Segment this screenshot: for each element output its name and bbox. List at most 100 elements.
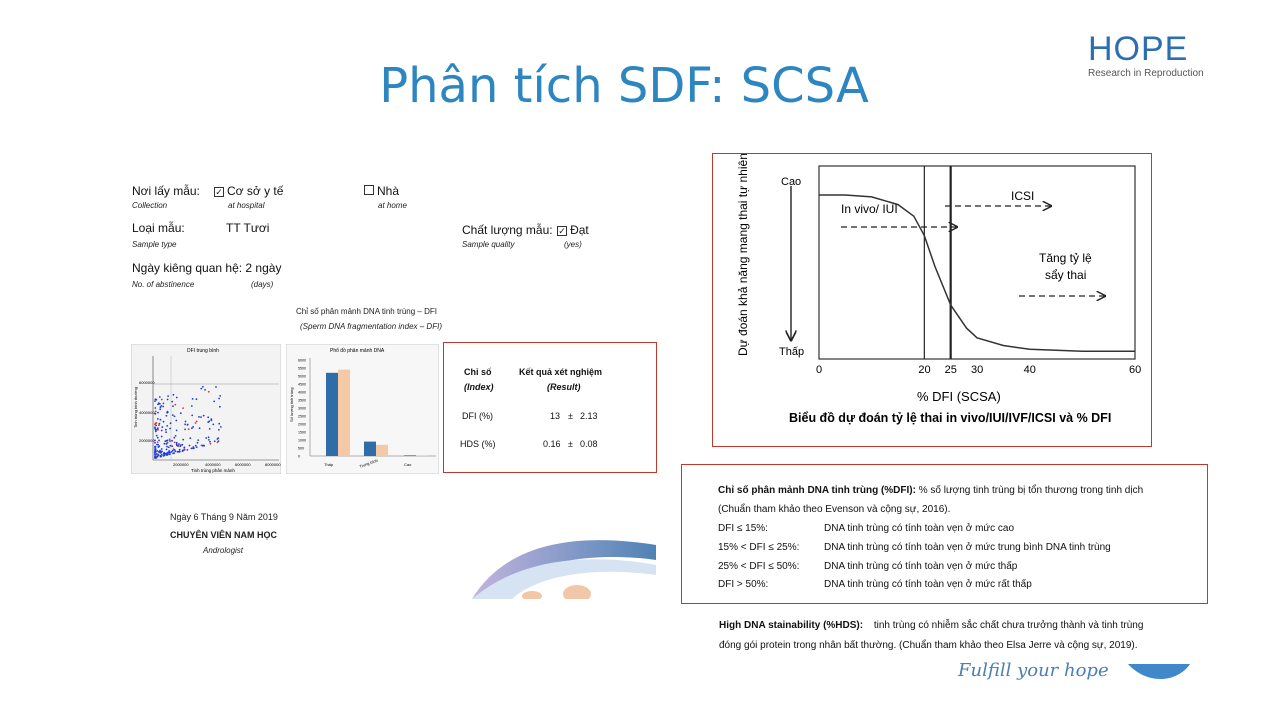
x-tick-labels: 0 20 25 30 40 60 <box>816 364 1141 376</box>
scatter-point <box>156 455 159 458</box>
scatter-point <box>172 393 175 396</box>
scatter-point <box>174 403 177 406</box>
scatter-point <box>182 438 185 441</box>
bar-cat: Cao <box>404 462 412 467</box>
hospital-option: ✓ Cơ sở y tế <box>214 182 283 200</box>
scatter-point <box>194 444 197 447</box>
scatter-point <box>218 397 220 400</box>
scatter-point <box>219 405 221 408</box>
scatter-point <box>169 427 171 430</box>
bar-ytick: 6000 <box>298 359 306 363</box>
hospital-checkbox: ✓ <box>214 187 224 197</box>
scatter-point <box>157 411 159 414</box>
scatter-point <box>156 441 159 443</box>
scatter-point <box>182 407 184 409</box>
scatter-point <box>177 445 180 447</box>
scatter-point <box>154 412 157 415</box>
bar-bg <box>286 344 439 474</box>
scatter-point <box>174 435 177 437</box>
scatter-point <box>170 451 173 453</box>
footer-slogan: Fulfill your hope <box>958 660 1109 681</box>
scatter-xtick: 2000000 <box>173 462 189 467</box>
results-row-pm: ± <box>568 439 573 449</box>
scatter-point <box>172 452 174 455</box>
results-row-value: 13 <box>550 411 561 421</box>
scatter-point <box>191 398 194 400</box>
scatter-point <box>165 443 168 445</box>
scatter-xtick: 6000000 <box>235 462 251 467</box>
results-row-sd: 2.13 <box>580 411 598 421</box>
scatter-point <box>156 436 159 439</box>
scatter-point <box>162 420 165 423</box>
scatter-point <box>173 436 176 439</box>
scatter-point <box>188 444 191 447</box>
scatter-point <box>157 403 159 406</box>
scatter-point <box>168 450 170 452</box>
scatter-point <box>183 446 186 449</box>
scatter-point <box>164 440 167 442</box>
scatter-point <box>191 414 194 417</box>
scatter-point <box>196 441 199 444</box>
scatter-point <box>154 410 157 413</box>
bar-rect <box>376 444 388 456</box>
scatter-point <box>178 443 180 445</box>
bar-rect <box>338 369 350 456</box>
hds-head: High DNA stainability (%HDS): <box>719 620 864 631</box>
scatter-point <box>160 448 163 450</box>
scatter-point <box>201 444 204 447</box>
scatter-point <box>216 441 219 444</box>
dfi-title: Chỉ số phân mảnh DNA tinh trùng – DFI <box>296 307 437 316</box>
logo-word: HOPE <box>1088 30 1189 68</box>
quality-value-en: (yes) <box>564 240 582 249</box>
legend-range: 25% < DFI ≤ 50%: <box>718 561 800 572</box>
prediction-chart-box: Cao Thấp Dự đoán khả năng mang thai tự n… <box>712 134 1152 447</box>
results-row-sd: 0.08 <box>580 439 598 449</box>
scatter-point <box>207 421 210 423</box>
legend-desc: DNA tinh trùng có tính toàn vẹn ở mức rấ… <box>824 579 1032 590</box>
scatter-point <box>165 448 168 451</box>
baby-foot <box>563 585 591 599</box>
scatter-point <box>154 423 156 426</box>
legend-dfi-head: Chỉ số phân mảnh DNA tinh trùng (%DFI): <box>718 485 916 496</box>
scatter-point <box>154 426 156 429</box>
scatter-point <box>159 418 162 421</box>
scatter-point <box>173 441 176 444</box>
scatter-point <box>194 422 197 424</box>
abstinence-unit-en: (days) <box>251 280 274 289</box>
scatter-point <box>216 438 219 440</box>
scatter-point <box>220 426 222 428</box>
scatter-point <box>181 450 184 452</box>
scatter-point <box>198 416 200 418</box>
scatter-point <box>198 427 201 430</box>
annot-icsi: ICSI <box>1011 189 1034 203</box>
quality-value: Đạt <box>570 223 589 237</box>
chart-title: Biểu đồ dự đoán tỷ lệ thai in vivo/IUI/I… <box>789 411 1111 425</box>
scatter-point <box>205 437 208 439</box>
hds-line: High DNA stainability (%HDS): tinh trùng… <box>719 620 1143 631</box>
scatter-point <box>178 448 181 451</box>
signature-date: Ngày 6 Tháng 9 Năm 2019 <box>170 512 278 522</box>
scatter-point <box>208 439 210 441</box>
bar-rect <box>404 455 416 456</box>
y-axis-label: Dự đoán khả năng mang thai tự nhiên/IUI <box>736 154 750 356</box>
scatter-point <box>158 439 160 442</box>
results-row-name: DFI (%) <box>462 411 493 421</box>
bar-yticks: 0 500 1000 1500 2000 2500 3000 3500 4000 4500 5000… <box>298 359 306 459</box>
scatter-ytick: 6000000 <box>139 380 155 385</box>
scatter-point <box>166 441 169 444</box>
scatter-point <box>183 448 186 451</box>
scatter-point <box>161 426 164 428</box>
dfi-title-en: (Sperm DNA fragmentation index – DFI) <box>300 322 442 331</box>
scatter-point <box>192 426 194 428</box>
scatter-xlabel: Tinh trùng phân mảnh <box>191 468 235 473</box>
bar-ytick: 5500 <box>298 367 306 371</box>
hospital-en: at hospital <box>228 201 265 210</box>
scatter-point <box>175 419 178 422</box>
scatter-point <box>209 440 211 443</box>
legend-desc: DNA tinh trùng có tính toàn vẹn ở mức ca… <box>824 523 1015 534</box>
scatter-point <box>219 395 222 397</box>
bar-ytick: 3000 <box>298 407 306 411</box>
results-box: Chỉ số (Index) Kết quả xét nghiệm (Resul… <box>443 342 657 473</box>
footer-leaf-icon <box>1128 664 1190 680</box>
quality-row: Chất lượng mẫu: ✓ Đạt <box>462 221 589 239</box>
